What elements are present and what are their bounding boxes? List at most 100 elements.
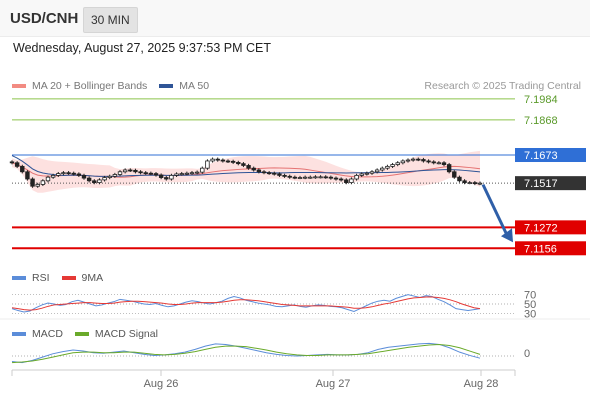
candle-body — [241, 163, 246, 166]
candle-body — [400, 160, 406, 164]
top-bar: USD/CNH 30 MIN — [0, 0, 590, 37]
candle-body — [25, 171, 30, 180]
candle — [380, 166, 385, 172]
rsi-ma-label: 9MA — [81, 272, 104, 284]
candle-body — [71, 172, 76, 175]
candle-body — [426, 160, 431, 163]
candle-body — [452, 171, 457, 178]
candle-body — [20, 165, 25, 173]
candle-body — [272, 172, 277, 175]
candle-body — [410, 158, 416, 161]
candle-body — [225, 160, 231, 163]
candle-body — [81, 174, 87, 179]
candle — [297, 175, 303, 180]
rsi-level-label: 30 — [524, 308, 536, 320]
candle — [215, 157, 220, 162]
candle — [266, 171, 272, 175]
candle-body — [344, 179, 349, 184]
candle — [333, 176, 339, 181]
candle — [174, 172, 179, 178]
candle-body — [122, 169, 128, 173]
candle — [369, 170, 375, 175]
rsi-level-label: 50 — [524, 299, 536, 311]
candle-body — [148, 172, 154, 175]
candle — [436, 161, 442, 165]
candle-body — [236, 161, 241, 165]
candle-body — [313, 176, 318, 179]
resistance1-label: 7.1868 — [524, 115, 558, 127]
candle-body — [261, 171, 267, 174]
candle — [225, 159, 231, 163]
candle — [164, 175, 169, 181]
candle — [416, 157, 421, 162]
resistance2-label: 7.1984 — [524, 94, 558, 106]
candle-body — [318, 176, 323, 179]
candle — [292, 175, 298, 180]
last-label-box — [515, 176, 586, 191]
candle — [25, 170, 30, 181]
ma20-label: MA 20 + Bollinger Bands — [32, 80, 148, 92]
candle — [112, 172, 118, 178]
candle-body — [220, 159, 226, 162]
ma50-swatch — [159, 84, 174, 88]
candle — [133, 168, 138, 174]
candle-body — [40, 180, 46, 185]
candle-body — [14, 162, 20, 167]
support2-label-box — [515, 241, 586, 256]
candle — [477, 181, 483, 186]
candle-body — [282, 174, 287, 177]
timeframe-button[interactable]: 30 MIN — [83, 7, 138, 33]
candle — [200, 166, 205, 174]
candle-body — [349, 178, 354, 184]
candle — [189, 171, 195, 175]
candle — [220, 158, 226, 163]
candle — [452, 170, 457, 179]
copyright-text: Research © 2025 Trading Central — [424, 80, 581, 92]
candle-body — [385, 165, 390, 169]
candle-body — [246, 165, 251, 169]
candle — [462, 179, 467, 185]
candle-body — [189, 172, 195, 175]
candle — [158, 173, 164, 180]
candle-body — [138, 171, 143, 174]
candle — [441, 161, 447, 167]
candle-body — [364, 172, 370, 175]
candle — [390, 162, 395, 168]
candle-body — [56, 173, 61, 176]
candle-body — [86, 177, 92, 182]
candle-body — [457, 176, 462, 182]
candle-body — [395, 162, 400, 165]
candle-body — [333, 177, 339, 180]
candle-body — [328, 176, 334, 179]
candle — [81, 173, 87, 180]
candle-body — [230, 160, 236, 163]
candle-body — [477, 182, 483, 185]
rsi-ma-swatch — [61, 276, 76, 280]
candle-body — [184, 172, 190, 175]
legend-rsi-ma: 9MA — [61, 272, 104, 284]
candle-body — [112, 174, 118, 177]
rsi-level-label: 70 — [524, 290, 536, 302]
candle — [205, 159, 210, 170]
candle-body — [287, 175, 292, 178]
candle — [251, 166, 256, 172]
candle — [76, 172, 82, 178]
candle — [20, 164, 25, 174]
candle-body — [205, 160, 210, 169]
candle-body — [45, 176, 51, 182]
candle — [323, 175, 328, 179]
candle — [169, 173, 174, 181]
candle — [426, 159, 431, 164]
candle-body — [405, 159, 411, 162]
candle — [318, 175, 323, 179]
candle-body — [164, 177, 169, 180]
candle-body — [97, 179, 102, 184]
rsi-swatch — [12, 276, 26, 280]
candle-body — [338, 178, 344, 181]
candle-body — [390, 164, 395, 167]
candle-body — [107, 175, 112, 178]
candle-body — [467, 182, 472, 185]
support2-label: 7.1156 — [524, 243, 557, 255]
candle-body — [66, 172, 71, 175]
macd-signal-line — [11, 343, 481, 364]
